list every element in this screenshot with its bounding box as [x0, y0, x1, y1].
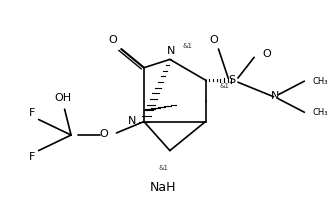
Text: &1: &1: [183, 43, 193, 49]
Text: &1: &1: [158, 165, 168, 171]
Text: &1: &1: [220, 83, 230, 89]
Text: N: N: [167, 46, 176, 56]
Text: O: O: [262, 49, 271, 59]
Text: O: O: [109, 35, 118, 45]
Text: N: N: [271, 91, 279, 101]
Text: F: F: [29, 108, 35, 118]
Text: CH₃: CH₃: [312, 77, 328, 86]
Text: N: N: [127, 116, 136, 126]
Text: NaH: NaH: [150, 181, 177, 194]
Text: O: O: [100, 129, 109, 139]
Text: O: O: [209, 35, 218, 45]
Text: S: S: [228, 75, 235, 85]
Text: F: F: [29, 152, 35, 162]
Text: OH: OH: [54, 93, 71, 103]
Text: CH₃: CH₃: [312, 108, 328, 117]
